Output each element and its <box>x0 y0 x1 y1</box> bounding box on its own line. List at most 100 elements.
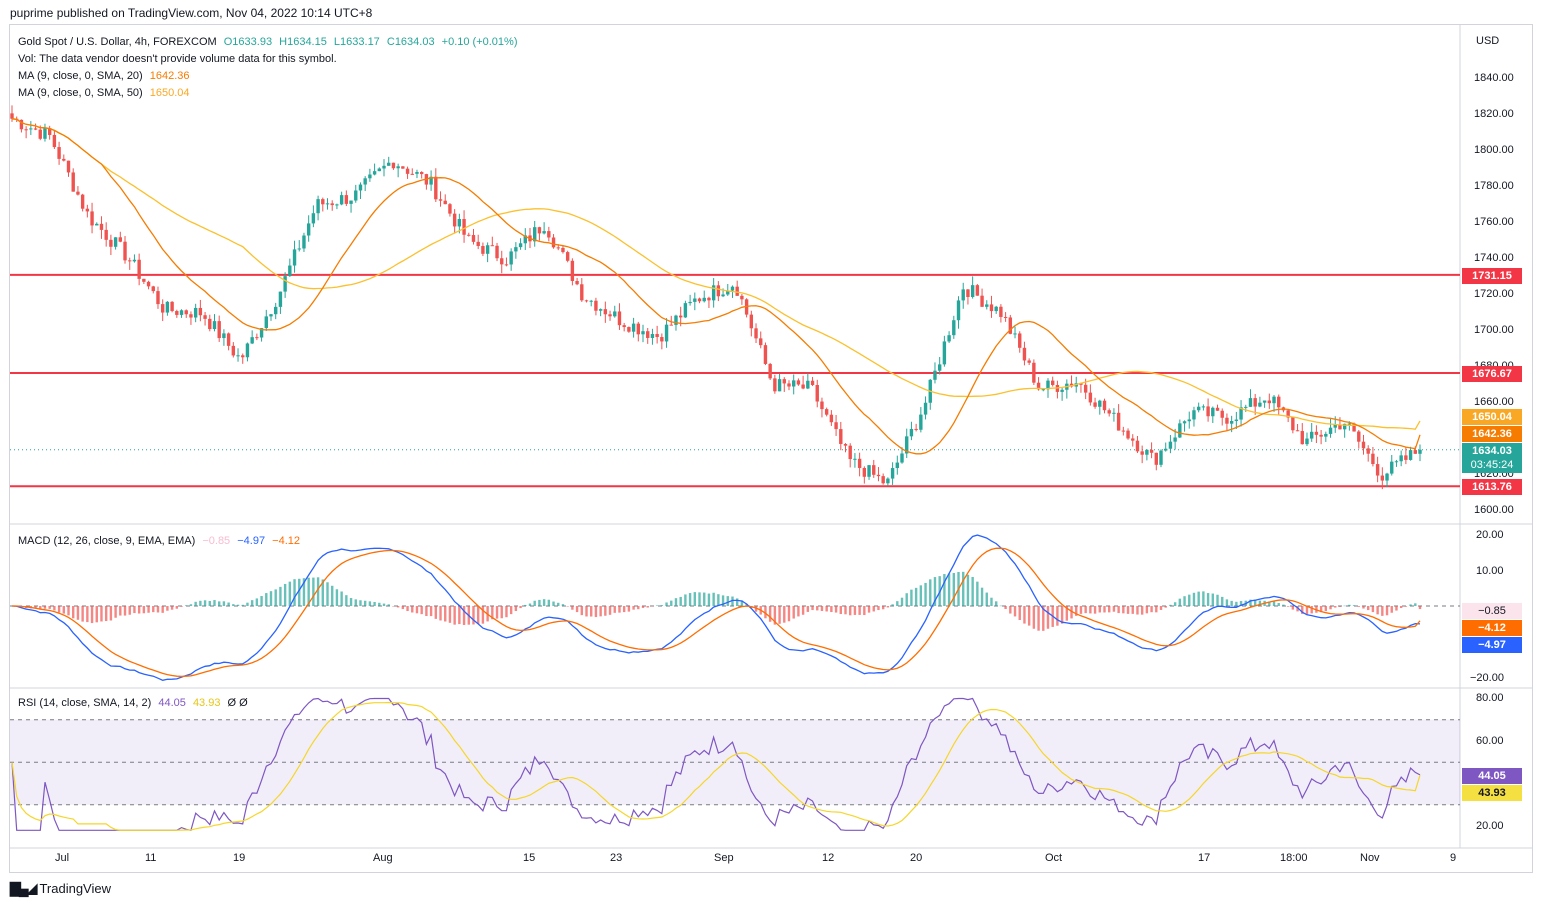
candle-body <box>650 333 655 338</box>
candle-body <box>274 306 278 315</box>
macd-histogram-bar <box>100 606 103 622</box>
candle-body <box>33 128 38 130</box>
candle-body <box>1107 410 1111 414</box>
macd-histogram-bar <box>726 596 729 606</box>
candle-body <box>47 128 52 135</box>
candle-body <box>467 234 471 236</box>
macd-histogram-bar <box>1079 606 1083 614</box>
macd-histogram-bar <box>415 606 419 614</box>
macd-histogram-bar <box>481 606 485 624</box>
candle-body <box>1126 430 1130 439</box>
candle-body <box>1357 431 1361 442</box>
candle-body <box>344 195 349 204</box>
macd-histogram-bar <box>321 579 324 606</box>
macd-histogram-bar <box>1042 606 1045 631</box>
macd-histogram-bar <box>919 585 923 606</box>
candle-body <box>584 300 589 302</box>
candle-body <box>1229 421 1234 424</box>
macd-histogram-bar <box>472 606 475 625</box>
macd-histogram-bar <box>768 606 772 622</box>
candle-body <box>372 171 377 175</box>
candle-body <box>1347 423 1352 425</box>
macd-histogram-bar <box>67 606 70 616</box>
candle-body <box>95 223 99 226</box>
candle-body <box>156 291 160 305</box>
ma20-legend[interactable]: MA (9, close, 0, SMA, 20) 1642.36 <box>18 70 194 82</box>
macd-histogram-bar <box>448 606 452 623</box>
macd-histogram-bar <box>519 606 522 609</box>
candle-body <box>1093 402 1097 407</box>
candle-body <box>198 307 203 316</box>
macd-histogram-bar <box>62 606 65 614</box>
candle-body <box>589 300 593 302</box>
macd-histogram-bar <box>1126 606 1130 614</box>
macd-histogram-bar <box>514 606 518 612</box>
candle-body <box>509 251 513 265</box>
macd-histogram-bar <box>707 593 711 606</box>
ma20-value: 1642.36 <box>149 70 190 82</box>
macd-histogram-bar <box>1319 606 1323 613</box>
macd-histogram-bar <box>326 582 329 606</box>
candle-body <box>641 331 645 335</box>
candle-body <box>631 323 636 332</box>
macd-histogram-bar <box>538 599 541 606</box>
macd-histogram-bar <box>439 606 442 621</box>
candle-body <box>316 199 320 214</box>
macd-histogram-bar <box>820 606 824 612</box>
candle-body <box>452 213 457 227</box>
macd-legend[interactable]: MACD (12, 26, close, 9, EMA, EMA) −0.85 … <box>18 535 304 547</box>
macd-histogram-bar <box>745 603 748 606</box>
macd-histogram-bar <box>288 581 292 606</box>
candle-body <box>627 327 631 332</box>
macd-histogram-bar <box>1390 606 1393 613</box>
candle-body <box>349 200 353 204</box>
macd-histogram-bar <box>858 606 861 615</box>
macd-histogram-bar <box>1334 606 1337 608</box>
macd-histogram-bar <box>604 606 607 616</box>
price-tick: 1840.00 <box>1474 72 1514 84</box>
macd-hist-value: −0.85 <box>202 535 231 547</box>
macd-histogram-bar <box>274 589 277 606</box>
candle-body <box>146 281 151 287</box>
candle-body <box>278 291 283 307</box>
macd-histogram-bar <box>632 606 635 610</box>
macd-histogram-bar <box>849 606 852 616</box>
candle-body <box>1211 407 1215 417</box>
macd-histogram-bar <box>1169 604 1172 606</box>
rsi-legend[interactable]: RSI (14, close, SMA, 14, 2) 44.05 43.93 … <box>18 697 252 709</box>
macd-value-tag: −4.97 <box>1462 637 1522 653</box>
candle-body <box>264 316 268 329</box>
macd-histogram-bar <box>1183 596 1186 606</box>
candle-body <box>678 315 683 318</box>
macd-histogram-bar <box>1027 606 1031 626</box>
macd-histogram-bar <box>203 600 207 606</box>
macd-histogram-bar <box>425 606 428 617</box>
macd-signal-tag: −4.12 <box>1462 620 1522 636</box>
macd-histogram-bar <box>1173 602 1177 606</box>
candle-body <box>1286 410 1290 418</box>
ma50-legend[interactable]: MA (9, close, 0, SMA, 50) 1650.04 <box>18 87 194 99</box>
macd-histogram-bar <box>528 603 532 606</box>
macd-histogram-bar <box>1395 606 1398 611</box>
candle-body <box>834 422 838 430</box>
ma20-line <box>11 118 1421 455</box>
candle-body <box>749 314 754 329</box>
macd-signal-value: −4.12 <box>272 535 300 547</box>
candle-body <box>961 289 965 301</box>
macd-histogram-bar <box>109 606 113 621</box>
candle-body <box>170 301 174 312</box>
macd-histogram-bar <box>175 606 179 609</box>
macd-histogram-bar <box>1056 606 1059 626</box>
candle-body <box>490 245 495 247</box>
candle-body <box>1159 450 1163 465</box>
candle-body <box>1140 451 1144 455</box>
macd-histogram-bar <box>641 606 645 608</box>
candle-body <box>1220 410 1224 418</box>
candle-body <box>1342 423 1347 430</box>
footer: ▇▄◢ TradingView <box>10 880 111 897</box>
candle-body <box>1390 461 1394 474</box>
macd-histogram-bar <box>1230 600 1233 606</box>
candle-body <box>759 338 763 346</box>
candle-body <box>570 260 575 281</box>
